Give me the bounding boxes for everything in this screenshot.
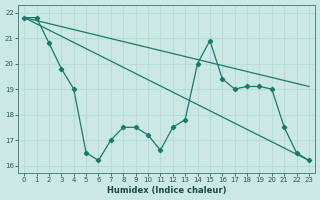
X-axis label: Humidex (Indice chaleur): Humidex (Indice chaleur) bbox=[107, 186, 226, 195]
